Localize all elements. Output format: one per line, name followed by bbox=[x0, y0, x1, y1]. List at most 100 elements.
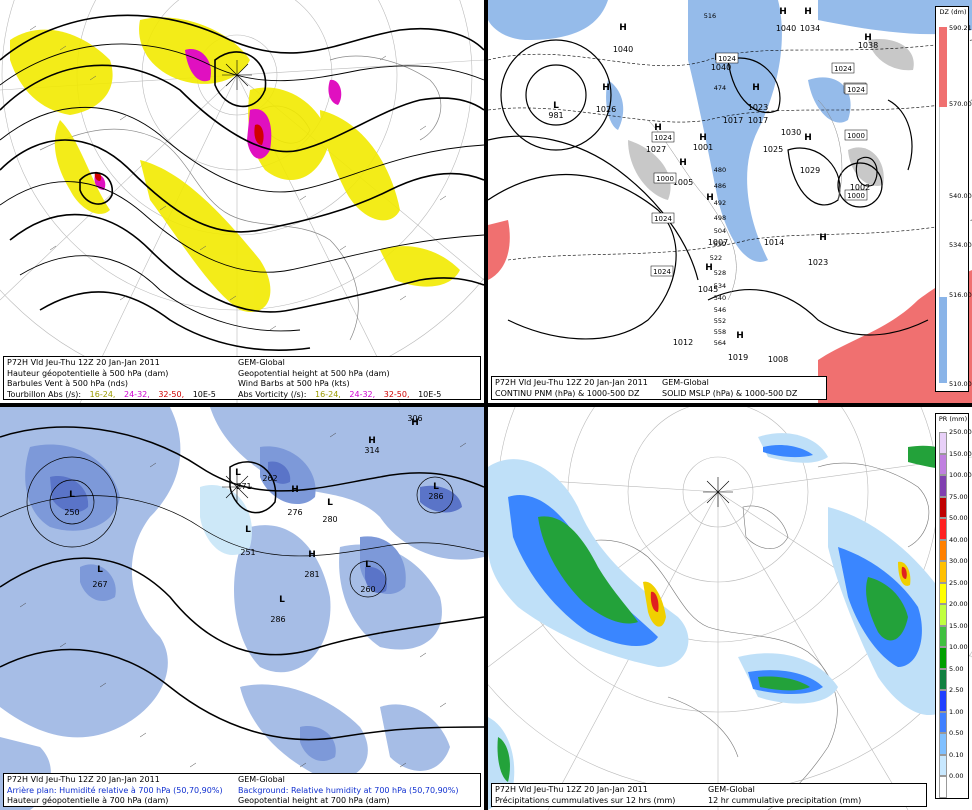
precip-tick: 30.00 bbox=[949, 557, 968, 565]
vort-range-24-32: 24-32, bbox=[124, 389, 150, 399]
low-value: 1023 bbox=[808, 258, 828, 267]
svg-text:H: H bbox=[864, 33, 872, 43]
svg-text:H: H bbox=[679, 158, 687, 168]
high-value: 1040 bbox=[776, 24, 796, 33]
map-500hpa bbox=[0, 0, 484, 403]
precip-swatch bbox=[939, 776, 947, 798]
low-value: 1007 bbox=[708, 238, 728, 247]
precip-swatch bbox=[939, 754, 947, 776]
caption-line: 12 hr cummulative precipitation (mm) bbox=[708, 795, 862, 805]
svg-text:L: L bbox=[553, 101, 559, 111]
low-value: 1008 bbox=[768, 355, 788, 364]
low-value: 1027 bbox=[646, 145, 666, 154]
height-contours-500 bbox=[0, 14, 484, 351]
low-value: 1012 bbox=[673, 338, 693, 347]
precip-tick: 1.00 bbox=[949, 707, 964, 716]
precip-tick: 5.00 bbox=[949, 664, 964, 673]
caption-line: P72H Vld Jeu-Thu 12Z 20 Jan-Jan 2011 bbox=[495, 785, 648, 794]
low-value: 1002 bbox=[850, 183, 870, 192]
svg-text:H: H bbox=[736, 331, 744, 341]
dz-label: 558 bbox=[714, 328, 726, 336]
dz-label: 498 bbox=[714, 214, 726, 222]
precip-tick: 75.00 bbox=[949, 492, 968, 501]
high-value: 1038 bbox=[858, 41, 878, 50]
colorbar-tick: 570.00 bbox=[949, 100, 972, 108]
center-value: 271 bbox=[236, 482, 251, 491]
caption-line: Hauteur géopotentielle à 700 hPa (dam) bbox=[7, 796, 169, 805]
isobar-box-label: 1024 bbox=[834, 65, 852, 73]
precip-swatch bbox=[939, 561, 947, 583]
high-value: 1029 bbox=[800, 166, 820, 175]
svg-text:H: H bbox=[804, 7, 812, 17]
center-value: 250 bbox=[64, 508, 79, 517]
precip-50 bbox=[650, 566, 907, 612]
precip-tick: 25.00 bbox=[949, 578, 968, 587]
thickness-labels: 516 522 474 480 486 492 498 504 510 528 … bbox=[704, 12, 726, 347]
caption-line: GEM-Global bbox=[238, 358, 285, 367]
colorbar-precip: PR (mm) 250.00 150.00 100.00 75.00 50.00 40.0… bbox=[935, 413, 972, 799]
precip-tick: 0.10 bbox=[949, 750, 964, 759]
thickness-lines bbox=[488, 39, 972, 261]
svg-text:L: L bbox=[245, 525, 251, 535]
caption-500hpa: P72H Vld Jeu-Thu 12Z 20 Jan-Jan 2011 Hau… bbox=[3, 356, 481, 400]
precip-swatch bbox=[939, 647, 947, 669]
panel-500hpa-vorticity: P72H Vld Jeu-Thu 12Z 20 Jan-Jan 2011 Hau… bbox=[0, 0, 484, 403]
center-values-700: 306 314 250 271 262 276 280 286 251 281 … bbox=[64, 414, 443, 624]
center-value: 286 bbox=[428, 492, 443, 501]
height-contours-700-thin bbox=[0, 456, 484, 598]
colorbar-tick: 534.00 bbox=[949, 241, 972, 249]
panel-700hpa-humidity: H H L L H L L H L L L L 306 314 250 271 262 276 2… bbox=[0, 407, 484, 810]
high-value: 1040 bbox=[613, 45, 633, 54]
swatch-blue bbox=[939, 297, 947, 383]
vort-range-24-32: 24-32, bbox=[349, 389, 376, 399]
coastlines bbox=[547, 462, 930, 810]
vorticity-legend-fr: Tourbillon Abs (/s): 16-24, 24-32, 32-50… bbox=[7, 390, 237, 401]
coastlines bbox=[647, 99, 843, 301]
high-value: 1025 bbox=[763, 145, 783, 154]
colorbar-unit: DZ (dm) bbox=[939, 8, 967, 16]
caption-line: GEM-Global bbox=[662, 378, 709, 387]
map-700hpa: H H L L H L L H L L L L 306 314 250 271 262 276 2… bbox=[0, 407, 484, 810]
precip-swatch bbox=[939, 733, 947, 755]
svg-text:H: H bbox=[654, 123, 662, 133]
dz-label: 546 bbox=[714, 306, 726, 314]
isobar-box-label: 1024 bbox=[654, 134, 672, 142]
center-value: 260 bbox=[360, 585, 375, 594]
dz-label: 474 bbox=[714, 84, 726, 92]
colorbar-tick: 540.00 bbox=[949, 192, 972, 200]
center-value: 281 bbox=[304, 570, 319, 579]
center-value: 306 bbox=[407, 414, 422, 423]
caption-line: Hauteur géopotentielle à 500 hPa (dam) bbox=[7, 368, 169, 378]
isobar-box-label: 1000 bbox=[847, 192, 865, 200]
svg-text:H: H bbox=[804, 133, 812, 143]
low-value-981: 981 bbox=[548, 111, 563, 120]
dz-label: 480 bbox=[714, 166, 726, 174]
thickness-fill-gray bbox=[628, 39, 914, 200]
svg-text:H: H bbox=[819, 233, 827, 243]
caption-line: P72H Vld Jeu-Thu 12Z 20 Jan-Jan 2011 bbox=[7, 775, 160, 784]
high-value: 1040 bbox=[711, 63, 731, 72]
precip-swatch bbox=[939, 711, 947, 733]
vort-units: 10E-5 bbox=[192, 389, 216, 399]
colorbar-tick: 590.21 bbox=[949, 24, 972, 32]
vort-range-16-24: 16-24, bbox=[89, 389, 116, 399]
vort-label: Tourbillon Abs (/s): bbox=[7, 389, 82, 399]
colorbar-thickness: DZ (dm) 590.21 570.00 540.00 534.00 516.… bbox=[935, 6, 972, 392]
svg-text:H: H bbox=[699, 133, 707, 143]
colorbar-tick: 516.00 bbox=[949, 291, 972, 299]
dz-label: 528 bbox=[714, 269, 726, 277]
caption-line: P72H Vld Jeu-Thu 12Z 20 Jan-Jan 2011 bbox=[495, 378, 648, 387]
center-value: 262 bbox=[262, 474, 277, 483]
precip-tick: 0.50 bbox=[949, 729, 964, 737]
center-value: 314 bbox=[364, 446, 379, 455]
pressure-centers-700: H H L L H L L H L L L L bbox=[69, 418, 439, 605]
dz-label: 564 bbox=[714, 339, 726, 347]
caption-line: SOLID MSLP (hPa) & 1000-500 DZ bbox=[662, 388, 798, 398]
caption-line: Barbules Vent à 500 hPa (nds) bbox=[7, 379, 129, 388]
caption-line: GEM-Global bbox=[238, 775, 285, 784]
svg-text:H: H bbox=[308, 550, 316, 560]
precip-swatch bbox=[939, 625, 947, 647]
precip-tick: 150.00 bbox=[949, 449, 972, 458]
high-value: 1001 bbox=[693, 143, 713, 152]
